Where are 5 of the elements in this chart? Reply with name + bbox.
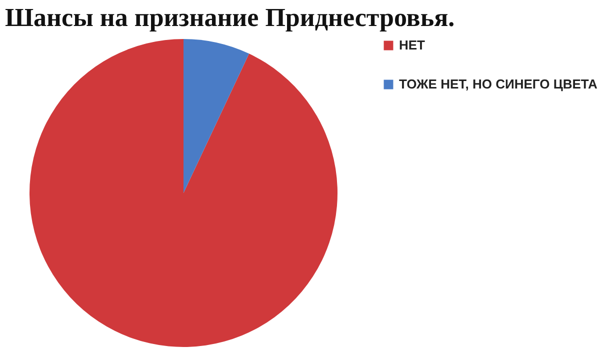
pie-slice [184,39,250,193]
legend-label: НЕТ [399,38,426,52]
chart-title: Шансы на признание Приднестровья. [5,3,455,32]
pie-slice [30,39,338,347]
legend-label: ТОЖЕ НЕТ, НО СИНЕГО ЦВЕТА [399,76,598,92]
